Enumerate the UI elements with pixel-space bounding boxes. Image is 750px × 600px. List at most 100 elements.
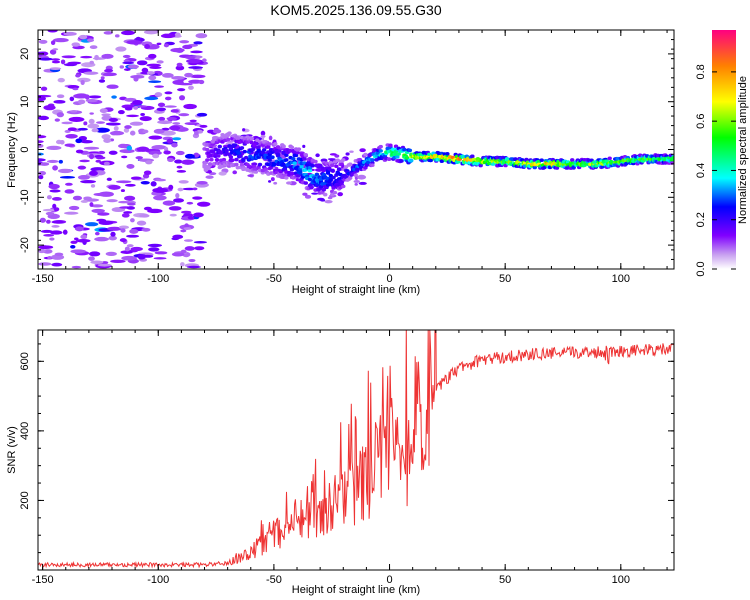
spectrogram-noise-cell — [80, 234, 88, 240]
spectrogram-ridge-cell — [295, 150, 300, 155]
spectrogram-noise-cell — [194, 130, 199, 136]
spectrogram-noise-cell — [79, 159, 90, 163]
spectrogram-noise-cell — [54, 118, 61, 122]
spectrogram-noise-cell — [65, 134, 78, 139]
spectrogram-noise-cell — [132, 100, 143, 105]
spectrogram-ridge-cell — [293, 153, 299, 158]
spectrogram-noise-cell — [49, 237, 55, 241]
spectrogram-noise-cell — [148, 150, 162, 156]
spectrogram-ytick-label: 10 — [19, 96, 31, 108]
spectrogram-scatter-cell — [304, 194, 312, 199]
spectrogram-noise-cell — [136, 60, 148, 66]
spectrogram-noise-cell — [141, 67, 149, 73]
spectrogram-ridge-cell — [329, 163, 335, 168]
spectrogram-noise-cell — [108, 235, 117, 241]
spectrogram-noise-cell — [130, 218, 135, 223]
spectrogram-xtick-label: 0 — [386, 273, 392, 285]
spectrogram-ridge-cell — [284, 153, 289, 157]
spectrogram-noise-cell — [166, 138, 174, 144]
spectrogram-noise-cell — [72, 195, 83, 201]
spectrogram-noise-cell — [187, 215, 195, 220]
spectrogram-noise-cell — [111, 95, 117, 99]
spectrogram-noise-cell — [38, 52, 43, 57]
spectrogram-noise-cell — [95, 156, 106, 160]
spectrogram-noise-cell — [179, 95, 186, 101]
spectrogram-noise-cell — [64, 189, 75, 194]
spectrogram-ridge-cell — [291, 157, 296, 161]
spectrogram-scatter-cell — [320, 198, 326, 202]
spectrogram-ridge-cell — [478, 163, 483, 168]
spectrogram-scatter-cell — [311, 192, 319, 195]
snr-xtick-label: -100 — [147, 574, 169, 586]
spectrogram-noise-cell — [172, 122, 181, 125]
spectrogram-scatter-cell — [218, 171, 227, 176]
spectrogram-noise-cell — [160, 33, 176, 39]
spectrogram-noise-cell — [47, 256, 52, 260]
spectrogram-noise-cell — [126, 206, 136, 210]
spectrogram-noise-cell — [119, 149, 135, 154]
spectrogram-ridge-cell — [325, 171, 331, 175]
spectrogram-ridge-cell — [370, 163, 375, 168]
spectrogram-noise-cell — [80, 200, 89, 203]
spectrogram-noise-cell — [144, 44, 150, 50]
spectrogram-noise-cell — [174, 159, 183, 164]
spectrogram-noise-cell — [170, 47, 185, 53]
spectrogram-noise-cell — [61, 121, 73, 125]
spectrogram-ridge-cell — [209, 157, 214, 162]
spectrogram-noise-cell — [115, 46, 127, 52]
spectrogram-noise-cell — [50, 230, 63, 235]
spectrogram-noise-cell — [71, 265, 82, 269]
spectrogram-noise-cell — [193, 212, 204, 218]
spectrogram-ytick-label: 20 — [19, 48, 31, 60]
spectrogram-ridge-cell — [253, 170, 259, 174]
spectrogram-noise-cell — [88, 256, 95, 261]
spectrogram-ridge-cell — [298, 169, 303, 174]
spectrogram-noise-cell — [147, 208, 163, 214]
spectrogram-noise-cell — [176, 165, 183, 169]
spectrogram-ridge-cell — [277, 149, 282, 153]
spectrogram-noise-cell — [57, 77, 65, 83]
snr-xtick-label: 0 — [386, 574, 392, 586]
spectrogram-noise-cell — [46, 159, 59, 163]
spectrogram-noise-cell — [94, 127, 110, 133]
spectrogram-ridge-cell — [227, 131, 232, 136]
spectrogram-ridge-cell — [210, 150, 216, 154]
spectrogram-noise-cell — [175, 65, 185, 71]
spectrogram-noise-cell — [51, 225, 60, 228]
snr-ytick-label: 400 — [19, 422, 31, 440]
spectrogram-noise-cell — [77, 99, 86, 105]
spectrogram-noise-cell — [43, 105, 56, 111]
spectrogram-ridge-cell — [313, 159, 318, 164]
spectrogram-noise-cell — [124, 195, 136, 201]
spectrogram-noise-cell — [107, 226, 122, 231]
snr-series-line — [38, 330, 674, 569]
spectrogram-noise-cell — [135, 105, 148, 108]
snr-ytick-label: 600 — [19, 352, 31, 370]
spectrogram-ridge-cell — [310, 163, 315, 168]
spectrogram-noise-cell — [38, 245, 54, 250]
spectrogram-ridge-cell — [320, 166, 325, 170]
spectrogram-noise-cell — [90, 204, 104, 208]
spectrogram-noise-cell — [196, 180, 208, 185]
spectrogram-scatter-cell — [327, 158, 336, 161]
spectrogram-noise-cell — [98, 79, 106, 83]
spectrogram-noise-cell — [180, 229, 187, 233]
spectrogram-ridge-cell — [289, 171, 295, 176]
spectrogram-scatter-cell — [273, 181, 278, 185]
spectrogram-noise-cell — [121, 104, 135, 109]
spectrogram-noise-cell — [153, 128, 165, 134]
spectrogram-noise-cell — [69, 96, 75, 102]
spectrogram-noise-cell — [152, 153, 160, 159]
spectrogram-noise-cell — [108, 150, 118, 155]
spectrogram-noise-cell — [94, 54, 99, 61]
snr-xlabel: Height of straight line (km) — [292, 584, 420, 596]
spectrogram-scatter-cell — [345, 152, 350, 156]
spectrogram-noise-cell — [130, 74, 145, 79]
spectrogram-noise-cell — [118, 200, 130, 204]
spectrogram-ridge-cell — [299, 164, 304, 169]
spectrogram-scatter-cell — [247, 174, 254, 178]
spectrogram-noise-cell — [186, 201, 194, 205]
spectrogram-noise-cell — [126, 114, 139, 118]
spectrogram-noise-cell — [179, 40, 190, 44]
